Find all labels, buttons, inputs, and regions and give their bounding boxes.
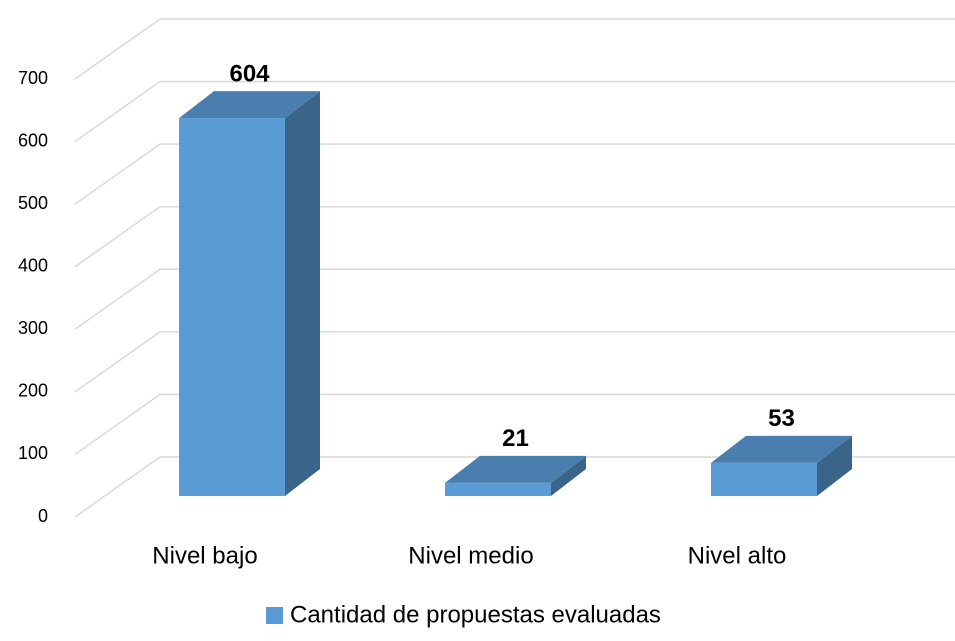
bar-side: [551, 455, 586, 496]
bar: [445, 482, 551, 496]
x-tick-label: Nivel alto: [688, 542, 787, 569]
grid-line: [74, 456, 955, 518]
grid-line: [74, 205, 955, 268]
y-tick-label: 100: [18, 443, 48, 463]
y-tick-label: 400: [18, 255, 48, 275]
legend-swatch: [266, 607, 283, 624]
bar-top: [711, 435, 852, 463]
data-label: 21: [502, 425, 529, 452]
y-tick-label: 700: [18, 68, 48, 88]
bar-side: [817, 435, 852, 496]
y-tick-label: 600: [18, 130, 48, 150]
x-tick-label: Nivel bajo: [152, 542, 257, 569]
grid-line: [74, 80, 955, 143]
bar-top: [445, 455, 586, 483]
y-tick-label: 500: [18, 193, 48, 213]
grid-line: [74, 393, 955, 456]
bar: [711, 462, 817, 496]
data-label: 604: [229, 60, 270, 87]
grid-line: [74, 18, 955, 80]
x-tick-label: Nivel medio: [408, 542, 533, 569]
grid-line: [74, 143, 955, 205]
y-tick-label: 300: [18, 318, 48, 338]
y-tick-label: 0: [38, 506, 48, 526]
y-tick-label: 200: [18, 381, 48, 401]
bar: [179, 118, 285, 496]
bar-side: [285, 91, 320, 496]
data-label: 53: [768, 405, 795, 432]
grid-line: [74, 331, 955, 393]
grid-line: [74, 268, 955, 330]
bar-top: [179, 91, 320, 119]
legend-label: Cantidad de propuestas evaluadas: [290, 601, 661, 628]
